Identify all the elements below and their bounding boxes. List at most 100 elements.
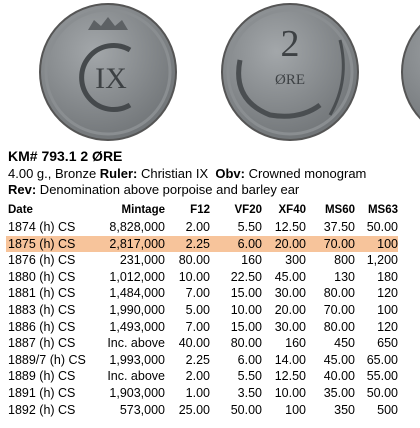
date-cell: 1880 (h) CS <box>8 269 76 284</box>
cell: 8,828,000 <box>109 220 165 234</box>
cell: 7.00 <box>185 286 210 301</box>
cell: 500 <box>377 402 398 417</box>
column-header: MS63 <box>367 204 398 216</box>
cell: 12.50 <box>274 369 306 384</box>
cell: 120 <box>377 286 398 301</box>
cell: 80.00 <box>230 336 262 351</box>
cell: 50.00 <box>230 402 262 417</box>
cell: 573,000 <box>119 402 165 417</box>
date-cell: 1876 (h) CS <box>8 253 76 268</box>
date-cell: 1875 (h) CS <box>8 236 76 251</box>
date-cell: 1892 (h) CS <box>8 402 76 417</box>
cell: 350 <box>334 402 355 417</box>
cell: 12.50 <box>274 220 306 234</box>
cell: 1,200 <box>366 253 398 268</box>
cell: 120 <box>377 319 398 334</box>
partial-coin <box>401 24 420 120</box>
cell: 450 <box>334 336 355 351</box>
row-highlight <box>6 235 398 252</box>
cell: 1,990,000 <box>109 303 165 317</box>
cell: 70.00 <box>323 236 355 251</box>
cell: 6.00 <box>237 352 262 367</box>
date-cell: 1891 (h) CS <box>8 386 76 400</box>
coin-unit: ØRE <box>275 72 305 88</box>
cell: 7.00 <box>185 319 210 334</box>
title: KM# 793.1 2 ØRE <box>8 148 123 164</box>
date-cell: 1874 (h) CS <box>8 220 76 234</box>
description: 4.00 g., Bronze Ruler: Christian IX Obv:… <box>8 166 366 181</box>
cell: 1.00 <box>185 386 210 400</box>
cell: 40.00 <box>178 336 210 351</box>
label: Rev: <box>8 182 37 197</box>
cell: 30.00 <box>274 286 306 301</box>
cell: 10.00 <box>178 269 210 284</box>
cell: 2.25 <box>185 352 210 367</box>
cell: 22.50 <box>230 269 262 284</box>
cell: 100 <box>377 236 398 251</box>
coin-value: 2 <box>281 23 300 65</box>
cell: 45.00 <box>274 269 306 284</box>
porpoise <box>236 59 322 119</box>
obverse-coin <box>39 3 177 141</box>
cell: 1,484,000 <box>109 286 165 301</box>
description: Rev: Denomination above porpoise and bar… <box>8 182 299 197</box>
cell: 160 <box>241 253 262 268</box>
coin-rim <box>226 8 354 136</box>
cell: 2.00 <box>185 220 210 234</box>
cell: 650 <box>377 336 398 351</box>
barley <box>328 39 345 116</box>
cell: 800 <box>334 253 355 268</box>
cell: 3.50 <box>237 386 262 400</box>
cell: 55.00 <box>366 369 398 384</box>
cell: 80.00 <box>323 286 355 301</box>
cell: 300 <box>285 253 306 268</box>
text: Christian IX <box>137 166 216 181</box>
cell: 100 <box>285 402 306 417</box>
cell: 5.00 <box>185 303 210 317</box>
cell: 80.00 <box>323 319 355 334</box>
cell: 25.00 <box>178 402 210 417</box>
crown <box>88 17 128 30</box>
column-header: VF20 <box>234 204 263 216</box>
cell: 231,000 <box>119 253 165 268</box>
date-cell: 1889/7 (h) CS <box>8 352 86 367</box>
cell: 2,817,000 <box>109 236 165 251</box>
cell: 45.00 <box>323 352 355 367</box>
cell: 40.00 <box>323 369 355 384</box>
column-header: Date <box>8 204 33 216</box>
column-header: XF40 <box>278 204 307 216</box>
cell: 80.00 <box>178 253 210 268</box>
date-cell: 1887 (h) CS <box>8 336 76 351</box>
cell: 1,903,000 <box>109 386 165 400</box>
cell: 20.00 <box>274 236 306 251</box>
cell: 70.00 <box>323 303 355 317</box>
cell: 14.00 <box>274 352 306 367</box>
date-cell: 1883 (h) CS <box>8 303 76 317</box>
cell: 100 <box>377 303 398 317</box>
cell: 15.00 <box>230 319 262 334</box>
cell: 5.50 <box>237 369 262 384</box>
cell: 160 <box>285 336 306 351</box>
label: Obv: <box>215 166 245 181</box>
monogram-text: IX <box>95 62 127 95</box>
monogram-c <box>79 43 132 112</box>
cell: 10.00 <box>274 386 306 400</box>
cell: 10.00 <box>230 303 262 317</box>
cell: 50.00 <box>366 220 398 234</box>
cell: 65.00 <box>366 352 398 367</box>
cell: 6.00 <box>237 236 262 251</box>
cell: 35.00 <box>323 386 355 400</box>
date-cell: 1889 (h) CS <box>8 369 76 384</box>
cell: 130 <box>334 269 355 284</box>
cell: 37.50 <box>323 220 355 234</box>
cell: Inc. above <box>107 369 165 384</box>
cell: 1,493,000 <box>109 319 165 334</box>
cell: 15.00 <box>230 286 262 301</box>
date-cell: 1881 (h) CS <box>8 286 76 301</box>
text: 4.00 g., Bronze <box>8 166 100 181</box>
cell: Inc. above <box>107 336 165 351</box>
column-header: MS60 <box>324 204 355 216</box>
cell: 2.00 <box>185 369 210 384</box>
text: Crowned monogram <box>245 166 367 181</box>
